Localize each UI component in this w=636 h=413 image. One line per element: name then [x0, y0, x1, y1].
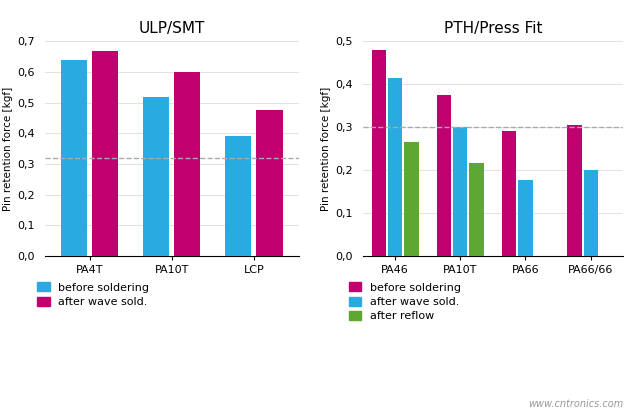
Bar — [453, 127, 467, 256]
Bar — [92, 50, 118, 256]
Bar — [583, 170, 598, 256]
Bar — [567, 125, 581, 256]
Bar — [469, 163, 484, 256]
Bar — [502, 131, 516, 256]
Bar — [404, 142, 418, 256]
Bar — [174, 72, 200, 256]
Y-axis label: Pin retention force [kgf]: Pin retention force [kgf] — [321, 87, 331, 211]
Y-axis label: Pin retention force [kgf]: Pin retention force [kgf] — [3, 87, 13, 211]
Legend: before soldering, after wave sold., after reflow: before soldering, after wave sold., afte… — [349, 282, 461, 321]
Text: www.cntronics.com: www.cntronics.com — [528, 399, 623, 409]
Bar — [143, 97, 169, 256]
Title: PTH/Press Fit: PTH/Press Fit — [444, 21, 542, 36]
Bar — [225, 136, 251, 256]
Legend: before soldering, after wave sold.: before soldering, after wave sold. — [38, 282, 149, 307]
Bar — [61, 60, 87, 256]
Title: ULP/SMT: ULP/SMT — [139, 21, 205, 36]
Bar — [518, 180, 533, 256]
Bar — [256, 110, 282, 256]
Bar — [437, 95, 451, 256]
Bar — [388, 78, 403, 256]
Bar — [371, 50, 386, 256]
